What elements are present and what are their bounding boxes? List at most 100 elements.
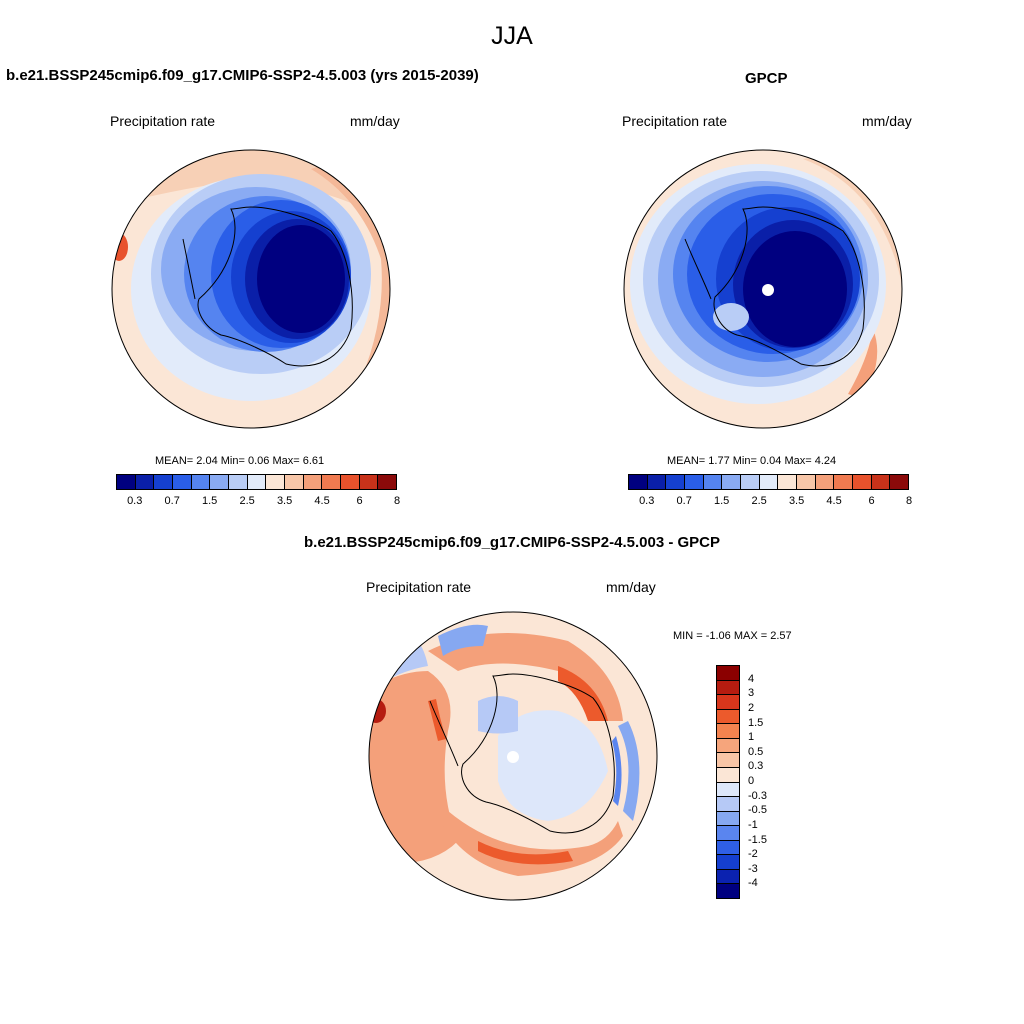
colorbar-tick-label: 0.3 [639,495,655,507]
colorbar-tick-label: 0.7 [164,495,180,507]
colorbar-swatch [717,797,739,812]
diff-colorbar-ticks: 4 3 2 1.5 1 0.5 0.3 0 -0.3 -0.5 -1 -1.5 -2 -3 -4 [748,665,788,899]
colorbar-swatch [717,855,739,870]
diff-panel-title: b.e21.BSSP245cmip6.f09_g17.CMIP6-SSP2-4.… [303,534,721,551]
colorbar-swatch [853,475,872,489]
colorbar-swatch [797,475,816,489]
colorbar-tick-label: 0.3 [748,760,764,773]
diff-variable-label: Precipitation rate [366,579,472,595]
colorbar-swatch [722,475,742,489]
mean-value: 1.77 [708,455,730,467]
obs-colorbar-ticks: 0.3 0.7 1.5 2.5 3.5 4.5 6 8 [628,495,912,509]
colorbar-swatch [647,475,667,489]
colorbar-swatch [703,475,723,489]
colorbar-tick-label: 6 [868,495,875,507]
colorbar-swatch [717,869,739,885]
max-value: 4.24 [814,455,837,467]
colorbar-swatch [135,475,155,489]
colorbar-tick-label: 3 [748,687,755,700]
model-variable-label: Precipitation rate [110,113,216,129]
colorbar-swatch [322,475,342,489]
colorbar-swatch [229,475,248,489]
colorbar-swatch [341,475,360,489]
colorbar-swatch [717,782,739,798]
colorbar-tick-label: 8 [905,495,913,507]
diff-colorbar [716,665,740,899]
mean-value: 2.04 [196,455,218,467]
colorbar-tick-label: 2.5 [751,495,767,507]
colorbar-tick-label: 2.5 [239,495,255,507]
colorbar-tick-label: 4.5 [314,495,330,507]
colorbar-tick-label: 4.5 [826,495,842,507]
colorbar-swatch [191,475,211,489]
colorbar-swatch [890,475,909,489]
colorbar-tick-label: 8 [393,495,401,507]
colorbar-swatch [834,475,854,489]
model-colorbar [116,474,397,490]
colorbar-swatch [154,475,174,489]
obs-colorbar [628,474,909,490]
colorbar-tick-label: 0.5 [748,745,764,758]
colorbar-swatch [717,738,739,754]
max-label: Max= [784,455,812,467]
model-panel-title: b.e21.BSSP245cmip6.f09_g17.CMIP6-SSP2-4.… [6,67,479,84]
colorbar-swatch [173,475,192,489]
colorbar-swatch [247,475,267,489]
colorbar-swatch [629,475,648,489]
colorbar-tick-label: 6 [356,495,363,507]
colorbar-tick-label: 0.3 [127,495,143,507]
colorbar-swatch [871,475,891,489]
colorbar-swatch [685,475,704,489]
obs-polar-map [623,149,903,429]
colorbar-swatch [717,840,739,856]
min-label: Min= [220,455,245,467]
colorbar-tick-label: -4 [748,877,758,890]
model-stats: MEAN= 2.04 Min= 0.06 Max= 6.61 [155,455,324,467]
min-value: 0.04 [759,455,782,467]
obs-variable-label: Precipitation rate [622,113,728,129]
colorbar-swatch [778,475,798,489]
colorbar-swatch [717,709,739,725]
mean-label: MEAN= [155,455,194,467]
colorbar-swatch [815,475,835,489]
colorbar-swatch [741,475,760,489]
colorbar-tick-label: -3 [748,862,758,875]
colorbar-swatch [759,475,779,489]
colorbar-tick-label: -2 [748,848,758,861]
colorbar-tick-label: 3.5 [788,495,805,507]
diff-minmax: MIN = -1.06 MAX = 2.57 [673,630,792,642]
colorbar-tick-label: 0 [748,775,755,787]
colorbar-swatch [717,753,739,768]
obs-stats: MEAN= 1.77 Min= 0.04 Max= 4.24 [667,455,836,467]
colorbar-swatch [717,680,739,696]
colorbar-tick-label: 2 [748,701,755,714]
colorbar-tick-label: 0.7 [676,495,692,507]
max-label: Max= [272,455,300,467]
colorbar-tick-label: 1 [748,731,755,744]
colorbar-swatch [717,884,739,898]
colorbar-swatch [717,695,739,710]
colorbar-tick-label: 1.5 [748,716,764,729]
colorbar-swatch [717,826,739,841]
model-colorbar-ticks: 0.3 0.7 1.5 2.5 3.5 4.5 6 8 [116,495,400,509]
colorbar-swatch [117,475,136,489]
colorbar-swatch [717,724,739,739]
model-units-label: mm/day [350,113,400,129]
colorbar-tick-label: 4 [748,672,755,685]
colorbar-tick-label: -1 [748,818,758,831]
colorbar-swatch [717,811,739,827]
colorbar-tick-label: -0.5 [748,804,767,817]
colorbar-swatch [266,475,286,489]
colorbar-swatch [717,666,739,681]
colorbar-tick-label: 3.5 [276,495,293,507]
diff-units-label: mm/day [606,579,656,595]
mean-label: MEAN= [667,455,706,467]
colorbar-tick-label: -0.3 [748,789,767,802]
colorbar-swatch [666,475,686,489]
colorbar-tick-label: 1.5 [714,495,730,507]
colorbar-swatch [285,475,304,489]
obs-units-label: mm/day [862,113,912,129]
figure-title: JJA [491,22,533,50]
max-value: 6.61 [302,455,325,467]
min-label: Min= [732,455,757,467]
